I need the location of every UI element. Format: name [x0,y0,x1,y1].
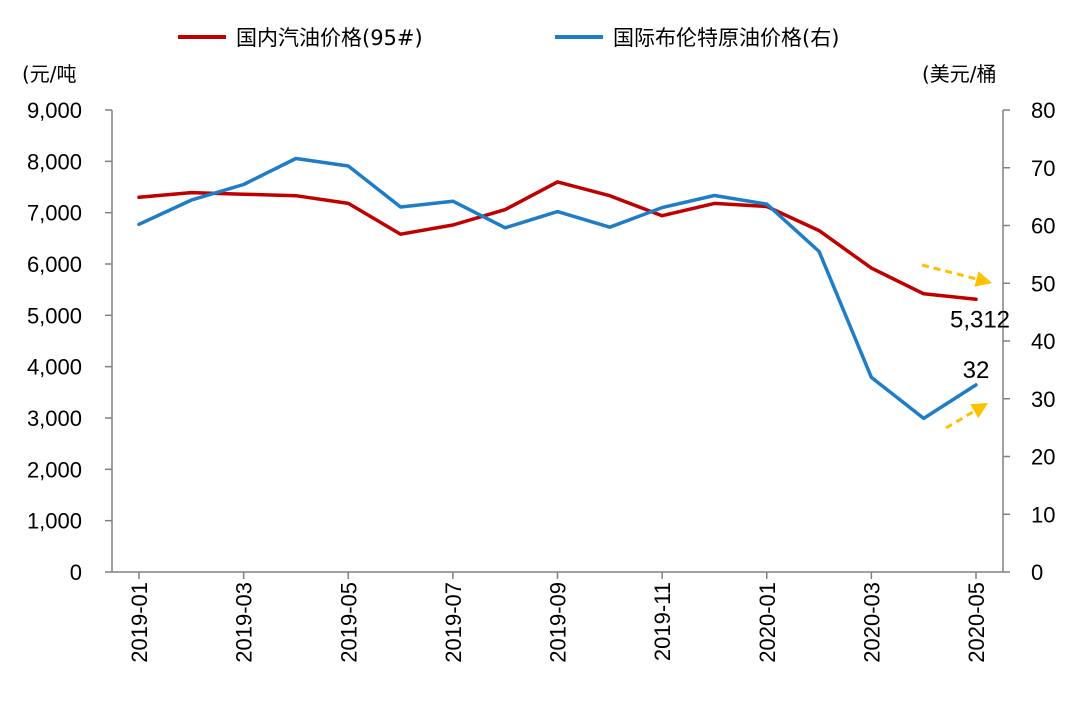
trend-arrow-down [921,263,992,287]
right-tick-label: 10 [1031,502,1055,527]
trend-arrow-up [945,403,988,430]
right-tick-label: 0 [1031,560,1043,585]
right-tick-label: 40 [1031,329,1055,354]
left-tick-label: 7,000 [27,201,82,226]
series-line-brent [137,156,978,421]
trend-arrow-shaft [921,263,977,281]
left-tick-label: 9,000 [27,98,82,123]
x-axis-ticks: 2019-01 2019-03 2019-05 2019-07 2019-09 2019-… [127,572,989,663]
x-tick-label: 2020-05 [964,582,989,663]
right-tick-label: 70 [1031,156,1055,181]
end-value-label-gasoline: 5,312 [950,306,1010,333]
right-tick-label: 80 [1031,98,1055,123]
right-tick-label: 20 [1031,445,1055,470]
x-tick-label: 2019-11 [650,582,675,661]
left-axis-unit: (元/吨 [22,62,77,86]
legend-label-gasoline: 国内汽油价格(95#) [236,26,423,50]
trend-arrow-shaft [945,409,976,430]
trend-arrow-head [970,403,988,419]
right-tick-label: 30 [1031,387,1055,412]
left-tick-label: 0 [70,560,82,585]
x-tick-label: 2019-03 [232,582,257,663]
left-tick-label: 6,000 [27,252,82,277]
left-axis-ticks: 0 1,000 2,000 3,000 4,000 5,000 6,000 7,000 8,00… [27,98,112,585]
left-tick-label: 4,000 [27,355,82,380]
x-tick-label: 2019-01 [127,582,152,663]
left-tick-label: 2,000 [27,457,82,482]
series-line-gasoline [137,180,978,302]
left-tick-label: 8,000 [27,149,82,174]
end-value-label-brent: 32 [963,357,990,384]
x-tick-label: 2020-01 [755,582,780,663]
right-tick-label: 50 [1031,271,1055,296]
trend-arrow-head [974,271,992,287]
x-tick-label: 2019-05 [336,582,361,663]
x-tick-label: 2020-03 [859,582,884,663]
right-axis-unit: (美元/桶 [922,62,997,86]
legend-label-brent: 国际布伦特原油价格(右) [613,26,839,50]
left-tick-label: 5,000 [27,303,82,328]
right-tick-label: 60 [1031,214,1055,239]
legend: 国内汽油价格(95#) 国际布伦特原油价格(右) [178,26,839,50]
x-tick-label: 2019-09 [546,582,571,663]
x-tick-label: 2019-07 [441,582,466,663]
left-tick-label: 3,000 [27,406,82,431]
left-tick-label: 1,000 [27,509,82,534]
right-axis-ticks: 0 10 20 30 40 50 60 70 80 [1003,98,1055,585]
